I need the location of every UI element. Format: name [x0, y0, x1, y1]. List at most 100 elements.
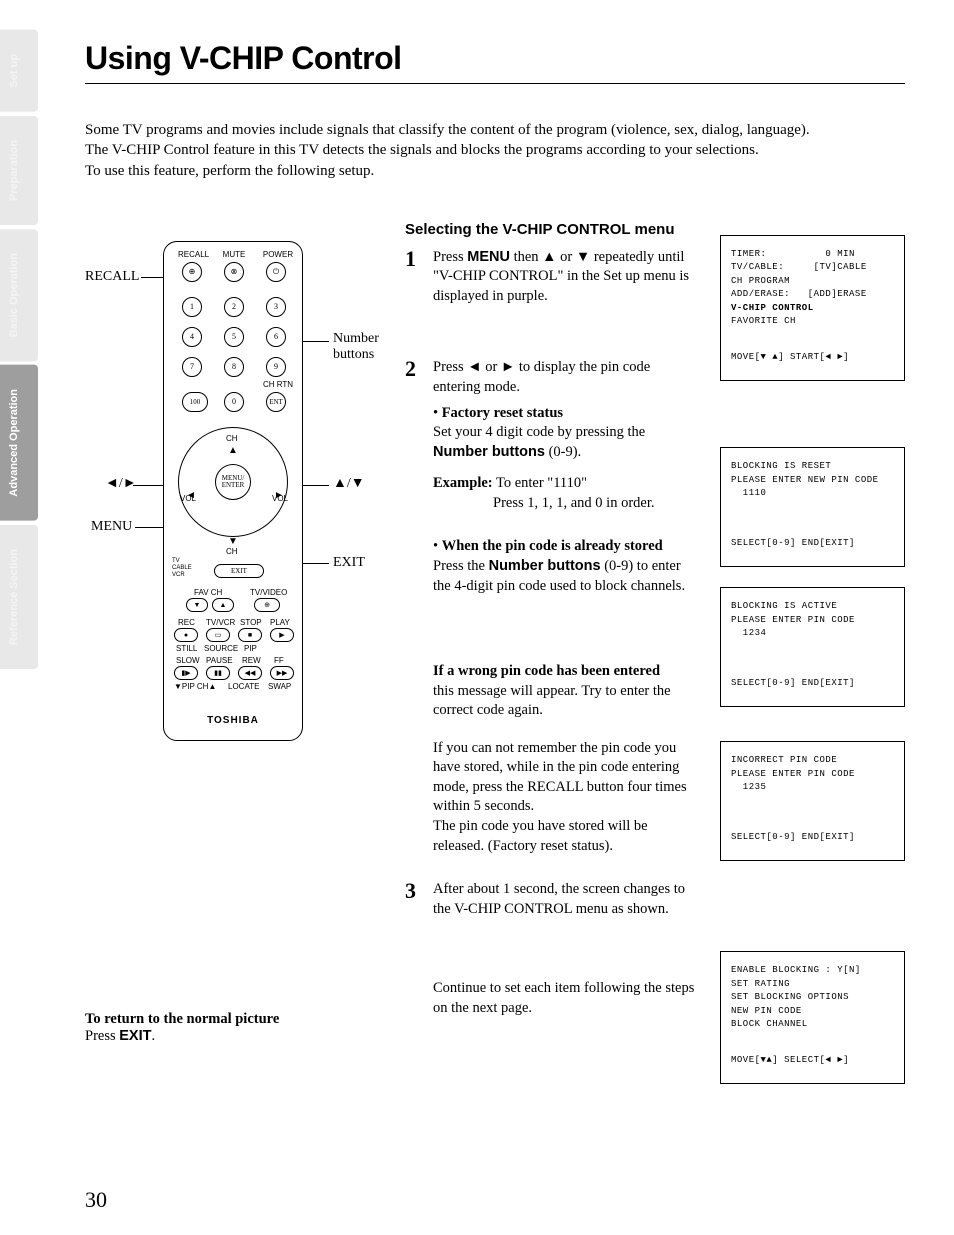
num-button: 2	[224, 297, 244, 317]
example-text: To enter "1110"	[493, 475, 587, 491]
wrong-pin-heading: If a wrong pin code has been entered	[433, 663, 660, 679]
steps-column: Selecting the V-CHIP CONTROL menu 1 Pres…	[405, 221, 700, 1105]
callout-ud: ▲/▼	[333, 476, 365, 492]
step-1: 1 Press MENU then ▲ or ▼ repeatedly unti…	[405, 248, 700, 307]
return-text: Press	[85, 1028, 119, 1044]
osd-footer: SELECT[0-9] END[EXIT]	[731, 677, 894, 691]
tab-reference: Reference Section	[0, 525, 38, 669]
num-button: 5	[224, 327, 244, 347]
tab-advanced: Advanced Operation	[0, 365, 38, 521]
intro-line: The V-CHIP Control feature in this TV de…	[85, 140, 905, 160]
num-button: 1	[182, 297, 202, 317]
num-button: 9	[266, 357, 286, 377]
wrong-pin-text: The pin code you have stored will be rel…	[433, 817, 700, 856]
number-buttons-ref: Number buttons	[433, 444, 545, 460]
ent-button: ENT	[266, 392, 286, 412]
exit-button: EXIT	[214, 564, 264, 578]
btn-label: STILL	[176, 644, 197, 653]
bullet-item: Factory reset status Set your 4 digit co…	[433, 404, 700, 514]
tab-preparation: Preparation	[0, 116, 38, 225]
page-content: Using V-CHIP Control Some TV programs an…	[85, 40, 905, 1104]
number-buttons-ref: Number buttons	[489, 558, 601, 574]
menu-enter-button: MENU/ ENTER	[215, 464, 251, 500]
btn-label: TV/VCR	[206, 618, 235, 627]
osd-blocking-active: BLOCKING IS ACTIVE PLEASE ENTER PIN CODE…	[720, 587, 905, 707]
osd-footer: SELECT[0-9] END[EXIT]	[731, 537, 894, 551]
fav-up-button: ▲	[212, 598, 234, 612]
step-number: 3	[405, 880, 423, 919]
recall-button: ⊕	[182, 262, 202, 282]
section-heading: Selecting the V-CHIP CONTROL menu	[405, 221, 700, 238]
bullet-lead: Factory reset status	[442, 405, 563, 421]
callout-menu: MENU	[91, 519, 132, 535]
osd-incorrect-pin: INCORRECT PIN CODE PLEASE ENTER PIN CODE…	[720, 741, 905, 861]
osd-text: BLOCKING IS RESET PLEASE ENTER NEW PIN C…	[731, 460, 894, 501]
btn-label: POWER	[262, 250, 294, 259]
btn-label: PAUSE	[206, 656, 233, 665]
wrong-pin-block: If a wrong pin code has been entered thi…	[433, 662, 700, 856]
page-title: Using V-CHIP Control	[85, 40, 905, 84]
num-button: 8	[224, 357, 244, 377]
intro-line: Some TV programs and movies include sign…	[85, 120, 905, 140]
rec-button: ●	[174, 628, 198, 642]
fav-down-button: ▼	[186, 598, 208, 612]
step-text: Press	[433, 249, 467, 265]
mode-labels: TVCABLEVCR	[172, 558, 192, 580]
num-button: 7	[182, 357, 202, 377]
btn-label: REW	[242, 656, 261, 665]
mute-button: ⊗	[224, 262, 244, 282]
tab-basic: Basic Operation	[0, 229, 38, 361]
callout-text: Number	[333, 331, 379, 346]
btn-label: LOCATE	[228, 682, 259, 691]
osd-footer: MOVE[▼▲] SELECT[◄ ►]	[731, 1054, 894, 1068]
bullet-text: Press the	[433, 558, 489, 574]
btn-label: PLAY	[270, 618, 290, 627]
osd-text: INCORRECT PIN CODE PLEASE ENTER PIN CODE…	[731, 754, 894, 795]
btn-label: ▼PIP CH▲	[174, 682, 216, 691]
step-body: Press ◄ or ► to display the pin code ent…	[433, 358, 700, 606]
num-button: 3	[266, 297, 286, 317]
menu-ref: MENU	[467, 249, 510, 265]
remote-brand: TOSHIBA	[164, 715, 302, 726]
step-text: Press ◄ or ► to display the pin code ent…	[433, 358, 700, 397]
osd-vchip-menu: ENABLE BLOCKING : Y[N] SET RATING SET BL…	[720, 951, 905, 1084]
step-2: 2 Press ◄ or ► to display the pin code e…	[405, 358, 700, 606]
btn-label: STOP	[240, 618, 262, 627]
osd-footer: SELECT[0-9] END[EXIT]	[731, 831, 894, 845]
bullet-text: Set your 4 digit code by pressing the	[433, 424, 645, 440]
step-3: 3 After about 1 second, the screen chang…	[405, 880, 700, 919]
callout-numbers: Number buttons	[333, 331, 379, 363]
ff-button: ▶▶	[270, 666, 294, 680]
num-button: 6	[266, 327, 286, 347]
btn-label: PIP	[244, 644, 257, 653]
side-tabs: Set up Preparation Basic Operation Advan…	[0, 30, 38, 669]
example-text: Press 1, 1, 1, and 0 in order.	[493, 494, 700, 514]
osd-blocking-reset: BLOCKING IS RESET PLEASE ENTER NEW PIN C…	[720, 447, 905, 567]
down-icon: ▼	[228, 536, 238, 547]
callout-line	[299, 485, 329, 486]
btn-label: TV/VIDEO	[250, 588, 287, 597]
btn-label: CH	[226, 547, 238, 556]
tab-setup: Set up	[0, 30, 38, 112]
step-number: 2	[405, 358, 423, 606]
btn-label: RECALL	[178, 250, 208, 259]
continue-text: Continue to set each item following the …	[433, 979, 700, 1018]
play-button: ▶	[270, 628, 294, 642]
hundred-button: 100	[182, 392, 208, 412]
slow-button: ▮▶	[174, 666, 198, 680]
btn-label: FAV CH	[194, 588, 222, 597]
callout-exit: EXIT	[333, 555, 365, 571]
callout-text: buttons	[333, 347, 374, 362]
btn-label: MUTE	[220, 250, 248, 259]
num-button: 0	[224, 392, 244, 412]
power-button: ⏻	[266, 262, 286, 282]
bullet-item: When the pin code is already stored Pres…	[433, 537, 700, 596]
btn-label: REC	[178, 618, 195, 627]
btn-label: SOURCE	[204, 644, 238, 653]
pause-button: ▮▮	[206, 666, 230, 680]
osd-text: BLOCKING IS ACTIVE PLEASE ENTER PIN CODE…	[731, 600, 894, 641]
btn-label: CH RTN	[262, 380, 294, 389]
remote-illustration: RECALL Number buttons ◄/► ▲/▼ MENU EXIT	[85, 221, 385, 761]
osd-text: ENABLE BLOCKING : Y[N] SET RATING SET BL…	[731, 964, 894, 1032]
example-label: Example:	[433, 475, 493, 491]
